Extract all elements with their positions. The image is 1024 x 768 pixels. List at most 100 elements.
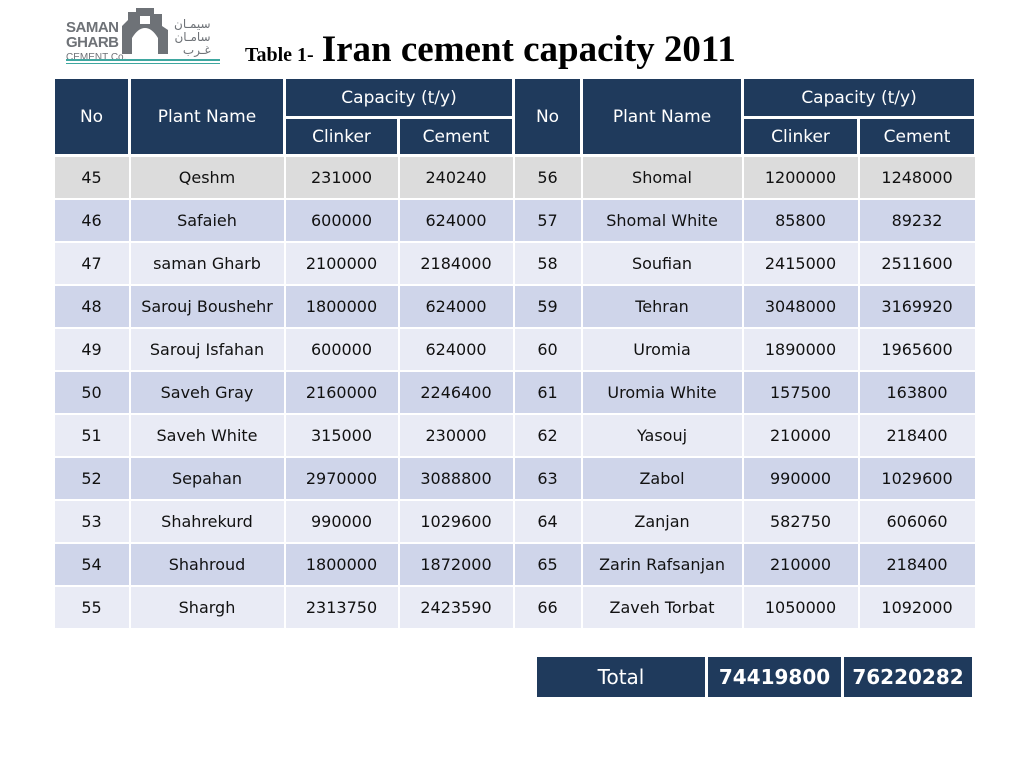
cell-clinker-2: 1050000 [741, 585, 860, 630]
cell-clinker-2: 157500 [741, 370, 860, 415]
cell-clinker-2: 1200000 [741, 154, 860, 200]
cell-no: 52 [52, 456, 131, 501]
table-row: 55 Shargh 2313750 2423590 66 Zaveh Torbat 1050… [52, 585, 977, 630]
cell-no: 55 [52, 585, 131, 630]
header-cement-2: Cement [857, 116, 978, 157]
table-row: 51 Saveh White 315000 230000 62 Yasouj 210000 2… [52, 413, 977, 458]
cell-cement: 1029600 [397, 499, 515, 544]
header-plant-name-2: Plant Name [580, 76, 745, 157]
cell-cement-2: 1029600 [857, 456, 977, 501]
cell-no: 50 [52, 370, 131, 415]
cell-clinker: 600000 [283, 327, 400, 372]
cell-no: 48 [52, 284, 131, 329]
cell-plant-name: Qeshm [128, 154, 286, 200]
capacity-table: No Plant Name Capacity (t/y) No Plant Na… [52, 76, 978, 630]
cell-no: 51 [52, 413, 131, 458]
cell-plant-name: Shahrekurd [128, 499, 286, 544]
table-row: 46 Safaieh 600000 624000 57 Shomal White 85800… [52, 198, 977, 243]
cell-plant-name: Saveh White [128, 413, 286, 458]
logo-line-3: CEMENT Co. [66, 52, 127, 63]
cell-no-2: 63 [512, 456, 583, 501]
cell-plant-name-2: Uromia [580, 327, 744, 372]
cell-cement: 2423590 [397, 585, 515, 630]
header-no-2: No [512, 76, 584, 157]
header-capacity: Capacity (t/y) [282, 76, 516, 119]
cell-plant-name: Sarouj Isfahan [128, 327, 286, 372]
cell-plant-name: Sepahan [128, 456, 286, 501]
table-row: 48 Sarouj Boushehr 1800000 624000 59 Tehran 30… [52, 284, 977, 329]
table-row: 53 Shahrekurd 990000 1029600 64 Zanjan 582750 6… [52, 499, 977, 544]
cell-cement-2: 2511600 [857, 241, 977, 286]
company-logo: SAMAN GHARB CEMENT Co. سيمـان سامـان غـر… [66, 4, 222, 64]
header-clinker-2: Clinker [741, 116, 861, 157]
cell-plant-name: Shargh [128, 585, 286, 630]
cell-no: 53 [52, 499, 131, 544]
cell-clinker: 231000 [283, 154, 400, 200]
cell-clinker: 2313750 [283, 585, 400, 630]
cell-cement-2: 1248000 [857, 154, 977, 200]
logo-rule [66, 59, 220, 61]
cell-clinker: 2970000 [283, 456, 400, 501]
page-title: Table 1- Iran cement capacity 2011 [245, 28, 736, 71]
cell-plant-name-2: Uromia White [580, 370, 744, 415]
cell-no: 47 [52, 241, 131, 286]
header-plant-name: Plant Name [128, 76, 286, 157]
logo-arabic: سيمـان سامـان غـرب [174, 18, 211, 57]
cell-cement: 230000 [397, 413, 515, 458]
cell-no-2: 64 [512, 499, 583, 544]
cell-no-2: 60 [512, 327, 583, 372]
cell-no-2: 66 [512, 585, 583, 630]
cell-plant-name-2: Zarin Rafsanjan [580, 542, 744, 587]
title-main: Iran cement capacity 2011 [321, 29, 736, 70]
cell-cement: 624000 [397, 198, 515, 243]
total-clinker: 74419800 [708, 657, 841, 697]
logo-arabic-2: سامـان [174, 30, 211, 44]
cell-clinker-2: 210000 [741, 542, 860, 587]
cell-clinker: 315000 [283, 413, 400, 458]
title-prefix: Table 1- [245, 44, 314, 66]
cell-plant-name: Shahroud [128, 542, 286, 587]
cell-cement: 624000 [397, 327, 515, 372]
cell-clinker: 2100000 [283, 241, 400, 286]
cell-cement-2: 606060 [857, 499, 977, 544]
cell-plant-name: Sarouj Boushehr [128, 284, 286, 329]
cell-clinker-2: 3048000 [741, 284, 860, 329]
cell-clinker-2: 990000 [741, 456, 860, 501]
cell-clinker: 990000 [283, 499, 400, 544]
cell-cement-2: 218400 [857, 413, 977, 458]
cell-clinker-2: 2415000 [741, 241, 860, 286]
cell-cement: 240240 [397, 154, 515, 200]
table-row: 45 Qeshm 231000 240240 56 Shomal 1200000 124800… [52, 154, 977, 200]
cell-no-2: 58 [512, 241, 583, 286]
cell-no: 46 [52, 198, 131, 243]
cell-no: 49 [52, 327, 131, 372]
logo-text: SAMAN GHARB CEMENT Co. [66, 20, 126, 65]
cell-plant-name: saman Gharb [128, 241, 286, 286]
cell-clinker-2: 582750 [741, 499, 860, 544]
cell-cement: 1872000 [397, 542, 515, 587]
cell-cement-2: 163800 [857, 370, 977, 415]
cell-clinker: 1800000 [283, 284, 400, 329]
cell-cement: 2246400 [397, 370, 515, 415]
cell-cement-2: 1965600 [857, 327, 977, 372]
table-body: 45 Qeshm 231000 240240 56 Shomal 1200000 124800… [52, 154, 977, 630]
cell-no-2: 61 [512, 370, 583, 415]
cell-plant-name-2: Shomal White [580, 198, 744, 243]
arch-logo-icon [122, 8, 168, 54]
logo-line-2: GHARB [66, 34, 119, 51]
cell-clinker: 600000 [283, 198, 400, 243]
logo-arabic-1: سيمـان [174, 17, 211, 31]
cell-no-2: 65 [512, 542, 583, 587]
logo-arabic-3: غـرب [182, 43, 211, 57]
cell-plant-name-2: Yasouj [580, 413, 744, 458]
cell-no: 54 [52, 542, 131, 587]
table-row: 52 Sepahan 2970000 3088800 63 Zabol 990000 1029… [52, 456, 977, 501]
cell-no-2: 56 [512, 154, 583, 200]
cell-plant-name: Saveh Gray [128, 370, 286, 415]
cell-cement: 624000 [397, 284, 515, 329]
cell-plant-name-2: Tehran [580, 284, 744, 329]
cell-plant-name-2: Soufian [580, 241, 744, 286]
cell-plant-name-2: Zaveh Torbat [580, 585, 744, 630]
total-label: Total [537, 657, 705, 697]
table-row: 54 Shahroud 1800000 1872000 65 Zarin Rafsanja… [52, 542, 977, 587]
